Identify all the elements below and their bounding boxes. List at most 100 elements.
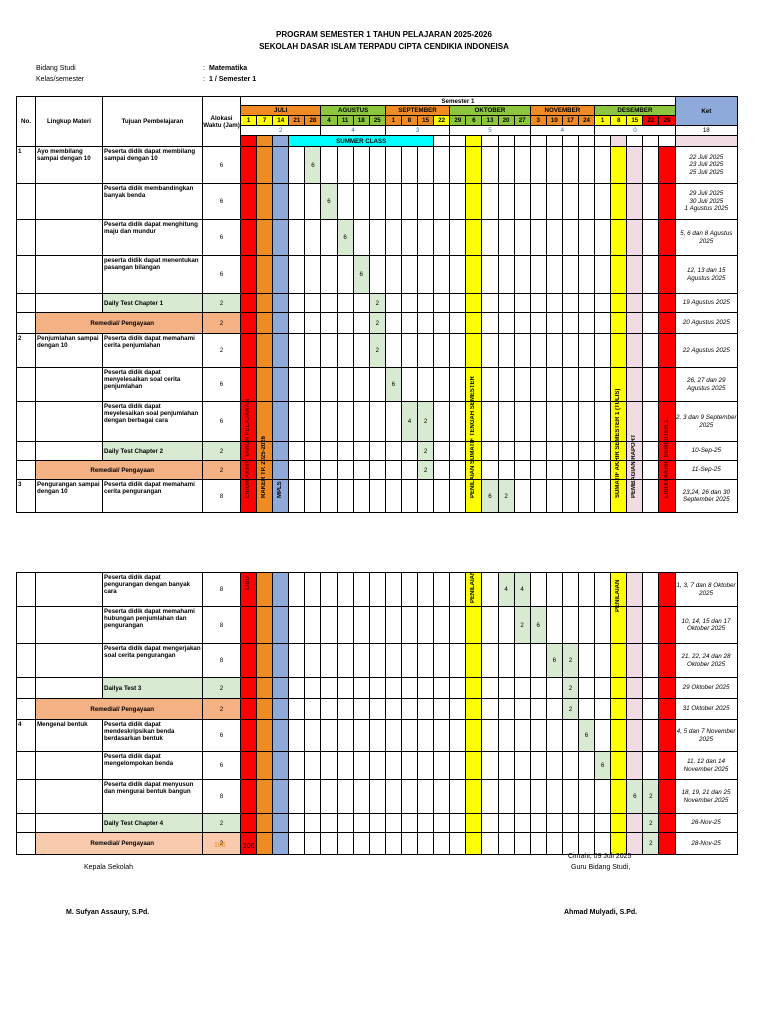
week-cell [577,813,596,833]
row-number: 4 [16,719,36,752]
tujuan-pembelajaran: Peserta didik membandingkan banyak benda [102,183,203,220]
week-cell [400,643,419,678]
week-cell [465,146,483,184]
week-cell [417,832,435,855]
alokasi-jam: 2 [202,441,241,461]
week-cell [513,293,531,313]
week-cell [320,460,338,480]
week-cell [304,401,322,442]
bidang-value: Matematika [209,65,248,72]
week-cell [239,219,258,256]
week-cell [304,572,322,607]
week-cell [304,183,322,220]
allocation-mark: 6 [481,479,499,513]
week-cell [304,293,322,313]
week-cell [433,479,451,513]
school-name: SEKOLAH DASAR ISLAM TERPADU CIPTA CENDIK… [259,42,509,51]
week-cell [561,401,579,442]
week-cell [594,401,612,442]
week-cell [400,606,419,644]
week-cell [272,813,290,833]
week-cell [658,606,676,644]
week-cell [561,832,579,855]
week-cell [288,401,306,442]
week-cell [336,460,354,480]
band-libur-akhir-semester: LIBUR AKHIR SEMESTER 1 [663,419,670,498]
week-cell [239,677,258,699]
week-cell [288,312,306,334]
week-cell [545,441,563,461]
allocation-mark: 4 [497,572,515,607]
week-cell [577,146,596,184]
week-cell [545,813,563,833]
week-cell [529,219,547,256]
bidang-sep: : [203,65,205,72]
week-cell [239,698,258,720]
week-cell [400,183,419,220]
week-cell [352,813,370,833]
allocation-mark: 2 [642,813,660,833]
week-cell [545,479,563,513]
week-cell [288,606,306,644]
week-cell [256,146,274,184]
col-alokasi-header: Alokasi Waktu (Jam) [202,96,241,147]
week-cell [529,643,547,678]
week-cell [561,293,579,313]
week-cell [288,719,306,752]
week-cell [417,606,435,644]
week-cell [304,643,322,678]
alokasi-jam: 2 [202,813,241,833]
alokasi-jam: 2 [202,293,241,313]
week-cell [384,677,402,699]
week-cell [481,698,499,720]
week-cell [272,698,290,720]
summer-class-band: SUMMER CLASS [288,135,435,147]
week-cell [626,333,644,368]
week-cell [594,832,612,855]
week-cell [400,460,419,480]
week-cell [433,255,451,294]
week-cell [336,751,354,780]
week-cell [626,572,644,607]
lingkup-materi [35,255,103,294]
tujuan-pembelajaran: Peserta didik dapat pengurangan dengan b… [102,572,203,607]
place-date: Cimahi, 09 Juli 2025 [568,853,632,860]
kelas-label: Kelas/semester [36,76,85,83]
week-number: 1 [594,115,612,126]
guru-name: Ahmad Mulyadi, S.Pd. [564,909,638,916]
row-number [16,572,36,607]
week-cell [449,832,467,855]
week-cell [481,813,499,833]
week-cell [642,719,660,752]
week-cell [272,441,290,461]
week-cell [239,460,258,480]
week-cell [336,832,354,855]
week-cell [304,333,322,368]
week-cell [658,460,676,480]
week-cell [497,677,515,699]
week-cell [336,677,354,699]
week-cell [288,832,306,855]
week-cell [288,479,306,513]
month-header: NOVEMBER [529,105,596,116]
week-cell [465,219,483,256]
row-number: 1 [16,146,36,184]
week-cell [336,643,354,678]
week-number: 7 [256,115,274,126]
week-cell [594,146,612,184]
week-cell [336,572,354,607]
week-cell [433,779,451,814]
week-cell [272,572,290,607]
week-cell [352,441,370,461]
kelas-value: 1 / Semester 1 [209,76,257,83]
week-cell [400,677,419,699]
week-cell [529,441,547,461]
keterangan-date: 20 Agustus 2025 [674,312,738,334]
week-cell [288,183,306,220]
row-number [16,698,36,720]
week-cell [513,135,531,147]
table-row: Remedial/ Pengayaan 2 2 31 Oktober 2025 [16,698,738,720]
week-cell [497,367,515,402]
month-header: DESEMBER [594,105,676,116]
week-cell [658,643,676,678]
